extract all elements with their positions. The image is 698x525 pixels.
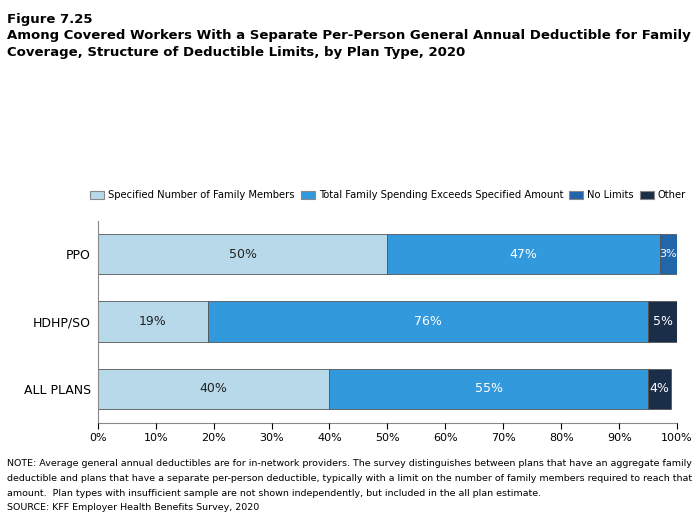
Text: NOTE: Average general annual deductibles are for in-network providers. The surve: NOTE: Average general annual deductibles… [7,459,692,468]
Text: Among Covered Workers With a Separate Per-Person General Annual Deductible for F: Among Covered Workers With a Separate Pe… [7,29,691,42]
Text: 76%: 76% [414,315,442,328]
Text: 50%: 50% [228,248,257,261]
Text: 47%: 47% [510,248,537,261]
Text: 4%: 4% [650,382,669,395]
Text: amount.  Plan types with insufficient sample are not shown independently, but in: amount. Plan types with insufficient sam… [7,489,541,498]
Bar [648,369,671,409]
Text: 3%: 3% [660,249,677,259]
Text: Figure 7.25: Figure 7.25 [7,13,92,26]
Bar [387,234,660,275]
Text: 55%: 55% [475,382,503,395]
Bar [98,369,329,409]
Bar [329,369,648,409]
Bar [648,301,677,342]
Text: Coverage, Structure of Deductible Limits, by Plan Type, 2020: Coverage, Structure of Deductible Limits… [7,46,466,59]
Text: 40%: 40% [200,382,228,395]
Text: 5%: 5% [653,315,673,328]
Bar [660,234,677,275]
Text: 19%: 19% [139,315,167,328]
Legend: Specified Number of Family Members, Total Family Spending Exceeds Specified Amou: Specified Number of Family Members, Tota… [86,186,690,204]
Text: SOURCE: KFF Employer Health Benefits Survey, 2020: SOURCE: KFF Employer Health Benefits Sur… [7,503,259,512]
Bar [208,301,648,342]
Bar [98,234,387,275]
Bar [98,301,208,342]
Text: deductible and plans that have a separate per-person deductible, typically with : deductible and plans that have a separat… [7,474,692,483]
